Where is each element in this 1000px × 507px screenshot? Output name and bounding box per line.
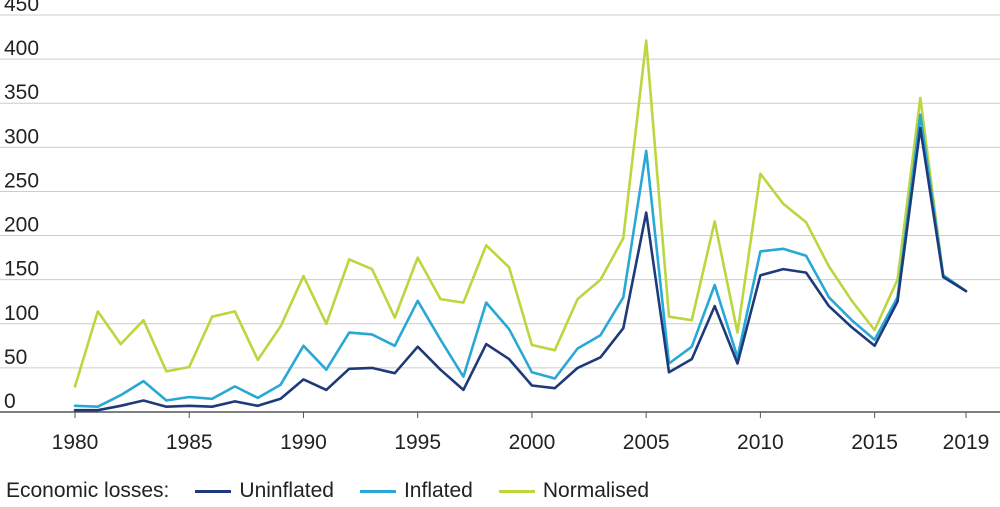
legend-swatch-normalised (498, 489, 535, 493)
legend-swatch-uninflated (195, 489, 232, 493)
legend-item-inflated: Inflated (359, 479, 473, 503)
series-line-uninflated (73, 126, 968, 412)
legend-swatch-inflated (359, 489, 396, 493)
y-axis-tick-labels: 0 50 100 150 200 250 300 350 400 450 (4, 0, 39, 413)
legend-item-normalised: Normalised (498, 479, 650, 503)
x-tick-label: 2005 (623, 431, 670, 454)
series-lines (73, 39, 968, 412)
legend-label-normalised: Normalised (542, 479, 650, 502)
x-tick-label: 1995 (394, 431, 441, 454)
legend-label-inflated: Inflated (403, 479, 473, 502)
y-tick-label: 450 (4, 0, 39, 16)
y-tick-label: 400 (4, 37, 39, 60)
legend: Economic losses: Uninflated Inflated Nor… (6, 476, 649, 506)
y-tick-label: 350 (4, 81, 39, 104)
series-line-inflated (73, 113, 968, 409)
x-tick-label: 2000 (509, 431, 556, 454)
x-tick-label: 2010 (737, 431, 784, 454)
x-tick-label: 2019 (943, 431, 990, 454)
x-tick-label: 1985 (166, 431, 213, 454)
legend-item-uninflated: Uninflated (195, 479, 334, 503)
y-tick-label: 150 (4, 258, 39, 281)
y-tick-label: 300 (4, 125, 39, 148)
x-tick-label: 2015 (851, 431, 898, 454)
y-tick-label: 250 (4, 169, 39, 192)
x-tick-label: 1980 (52, 431, 99, 454)
gridlines (0, 14, 1000, 413)
x-tick-label: 1990 (280, 431, 327, 454)
y-tick-label: 100 (4, 302, 39, 325)
legend-label-uninflated: Uninflated (239, 479, 334, 502)
legend-title: Economic losses: (6, 479, 170, 502)
series-line-normalised (73, 39, 968, 388)
y-tick-label: 0 (4, 390, 16, 413)
chart: 0 50 100 150 200 250 300 350 400 450 1980 1985 1990… (0, 0, 1000, 454)
y-tick-label: 200 (4, 214, 39, 237)
x-axis-tick-labels: 1980 1985 1990 1995 2000 2005 2010 2015 2019 (52, 412, 990, 454)
y-tick-label: 50 (4, 346, 27, 369)
